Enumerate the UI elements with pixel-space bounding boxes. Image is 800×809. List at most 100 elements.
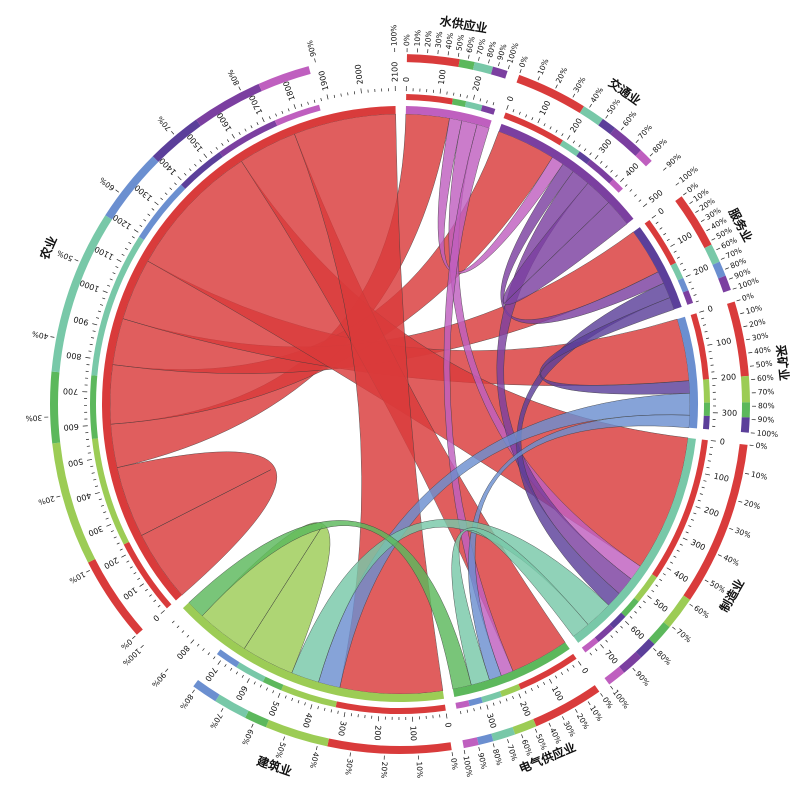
value-tick [97,310,101,313]
value-tick [682,268,686,271]
value-tick [90,465,94,468]
pct-tick [672,626,676,630]
value-tick [326,94,329,100]
value-tick [133,229,139,233]
inner-bar-采矿业-建筑业 [703,379,710,403]
inner-bar-水供应业-农业 [406,94,453,105]
arcs-layer [50,54,750,755]
pct-tick [649,153,654,157]
value-tick-label: 500 [267,700,281,718]
value-tick [525,114,528,118]
pct-tick-label: 0% [119,637,134,652]
value-tick [293,104,296,110]
value-tick-label: 300 [87,524,105,538]
value-tick [589,152,592,156]
inner-bar-采矿业-服务业 [702,415,710,430]
value-tick [600,644,604,649]
outer-bar-农业-农业 [88,559,143,635]
value-tick [287,108,290,112]
pct-tick-label: 70% [674,627,693,645]
pct-tick [314,58,316,63]
value-tick [100,504,104,507]
value-tick [459,93,462,97]
value-tick [105,517,109,520]
inner-bar-制造业-电气供应业 [621,597,639,617]
outer-bar-服务业-制造业 [704,244,720,265]
value-tick-label: 900 [73,314,90,327]
pct-tick-label: 50% [273,741,287,760]
value-tick-label: 500 [652,598,670,614]
value-tick-label: 100 [550,685,565,703]
value-tick [88,350,92,352]
outer-bar-制造业-建筑业 [663,595,691,628]
value-tick [337,710,339,714]
value-tick [139,583,144,587]
value-tick [250,125,253,129]
value-tick [605,639,608,643]
pct-tick-label: 30% [25,413,42,423]
pct-tick-label: 70% [208,711,224,730]
value-tick [655,584,659,587]
value-tick [473,94,475,100]
value-tick [561,133,564,137]
inner-bar-建筑业-电气供应业 [262,676,284,691]
pct-tick-label: 20% [379,761,389,778]
value-tick [439,88,442,94]
outer-bar-电气供应业-水供应业 [462,737,479,749]
pct-tick-label: 0% [601,695,615,710]
pct-tick-label: 20% [554,66,569,85]
value-tick-label: 800 [66,350,82,361]
value-tick-label: 1800 [282,80,297,102]
value-tick-label: 2100 [390,62,399,82]
outer-bar-制造业-电气供应业 [648,622,670,645]
value-tick-label: 0 [402,77,411,82]
value-tick-label: 2000 [353,64,364,85]
value-tick-label: 600 [63,422,79,432]
pct-tick [716,247,721,251]
outer-bar-采矿业-电气供应业 [741,402,750,418]
value-tick [572,664,575,668]
value-tick [103,511,107,514]
value-tick [512,109,515,113]
sector-arc-交通业 [498,123,634,224]
value-tick [690,518,694,521]
pct-tick-label: 10% [588,704,605,723]
pct-tick [498,62,500,67]
sector-arc-电气供应业 [452,642,570,698]
value-tick [109,278,113,281]
value-tick [244,128,247,132]
value-tick [466,709,469,713]
inner-bar-交通业-制造业 [559,140,580,157]
value-tick-label: 200 [372,725,382,741]
value-tick [340,93,342,97]
value-tick [530,688,533,692]
value-tick [215,146,218,150]
pct-tick [704,579,709,583]
outer-bar-交通业-服务业 [598,118,616,135]
value-tick [230,667,233,671]
pct-tick-label: 40% [753,345,771,356]
value-tick [518,111,521,115]
value-tick [190,639,195,644]
value-tick [94,492,100,495]
inner-bar-服务业-制造业 [670,262,684,281]
inner-bar-水供应业-电气供应业 [451,98,467,108]
value-tick [642,203,648,208]
pct-tick-label: 60% [465,35,477,53]
value-tick [699,493,703,495]
pct-tick-label: 20% [743,498,762,511]
pct-tick-label: 20% [423,30,433,47]
value-tick [670,561,674,564]
value-tick [160,197,163,201]
pct-tick-label: 50% [605,97,622,116]
pct-tick [86,570,90,573]
value-tick [673,555,677,558]
value-tick [655,221,659,224]
value-tick [693,512,697,515]
pct-tick-label: 0% [402,34,411,46]
value-tick [577,661,582,666]
outer-bar-制造业-农业 [683,443,748,600]
value-tick [147,213,151,216]
value-tick [620,625,623,629]
value-tick [203,153,208,158]
